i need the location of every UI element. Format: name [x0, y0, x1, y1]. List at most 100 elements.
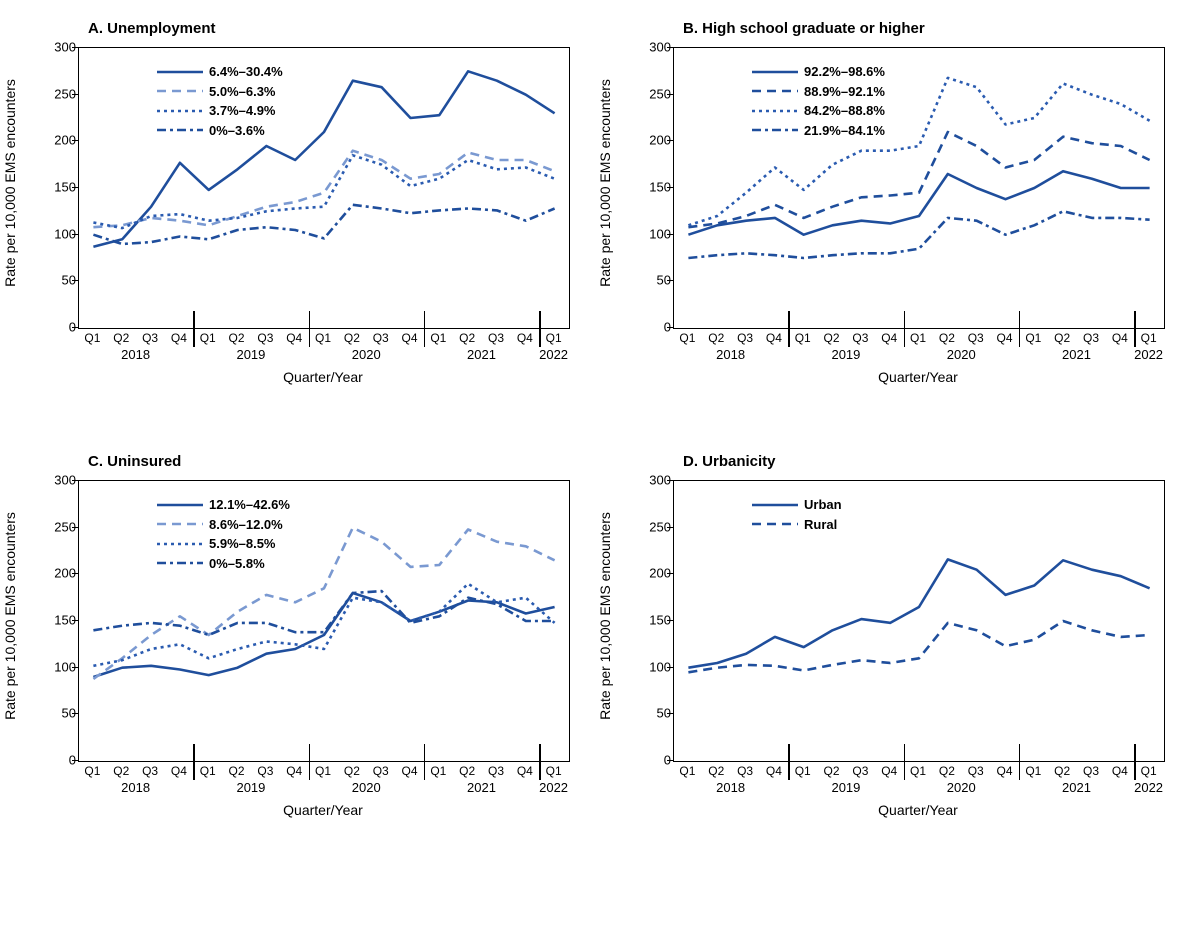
year-separator	[904, 311, 906, 347]
quarter-label: Q4	[280, 331, 309, 345]
plot-area: 12.1%–42.6%8.6%–12.0%5.9%–8.5%0%–5.8%	[78, 480, 570, 762]
ytick-mark	[667, 47, 673, 48]
ytick-mark	[667, 760, 673, 761]
quarter-row: Q1Q2Q3Q4Q1Q2Q3Q4Q1Q2Q3Q4Q1Q2Q3Q4Q1	[673, 331, 1163, 345]
ytick-label: 50	[28, 273, 76, 288]
year-label: 2022	[1134, 347, 1163, 362]
quarter-label: Q2	[932, 764, 961, 778]
quarter-label: Q1	[539, 764, 568, 778]
ytick-mark	[72, 327, 78, 328]
plot-area: 92.2%–98.6%88.9%–92.1%84.2%–88.8%21.9%–8…	[673, 47, 1165, 329]
quarter-label: Q2	[932, 331, 961, 345]
year-row: 20182019202020212022	[78, 347, 568, 365]
legend-label: 88.9%–92.1%	[804, 82, 885, 102]
panel-title: A. Unemployment	[88, 20, 585, 37]
series-svg	[79, 48, 569, 328]
ytick-label: 300	[623, 40, 671, 55]
ytick-label: 150	[623, 613, 671, 628]
year-row: 20182019202020212022	[78, 780, 568, 798]
year-separator	[193, 744, 195, 780]
legend-swatch	[752, 517, 798, 531]
quarter-label: Q1	[424, 331, 453, 345]
year-label: 2020	[947, 347, 976, 362]
quarter-label: Q3	[136, 764, 165, 778]
legend-swatch	[752, 498, 798, 512]
year-separator	[904, 744, 906, 780]
legend-item: 6.4%–30.4%	[157, 62, 283, 82]
quarter-label: Q1	[673, 331, 702, 345]
x-axis-title: Quarter/Year	[78, 802, 568, 818]
plot-area: 6.4%–30.4%5.0%–6.3%3.7%–4.9%0%–3.6%	[78, 47, 570, 329]
quarter-label: Q1	[193, 331, 222, 345]
legend-label: 0%–5.8%	[209, 554, 265, 574]
quarter-label: Q1	[309, 331, 338, 345]
y-axis-label: Rate per 10,000 EMS encounters	[2, 79, 18, 287]
ytick-mark	[72, 234, 78, 235]
year-label: 2021	[1062, 780, 1091, 795]
ytick-mark	[667, 140, 673, 141]
year-separator	[309, 311, 311, 347]
chart-grid: A. Unemployment 6.4%–30.4%5.0%–6.3%3.7%–4…	[20, 20, 1180, 846]
quarter-row: Q1Q2Q3Q4Q1Q2Q3Q4Q1Q2Q3Q4Q1Q2Q3Q4Q1	[78, 331, 568, 345]
quarter-label: Q3	[251, 764, 280, 778]
plot-wrap: 12.1%–42.6%8.6%–12.0%5.9%–8.5%0%–5.8%050…	[20, 476, 580, 846]
legend-item: 88.9%–92.1%	[752, 82, 885, 102]
plot-area: UrbanRural	[673, 480, 1165, 762]
x-axis-title: Quarter/Year	[673, 369, 1163, 385]
ytick-mark	[72, 140, 78, 141]
quarter-label: Q1	[904, 764, 933, 778]
legend-item: 21.9%–84.1%	[752, 121, 885, 141]
legend-swatch	[157, 65, 203, 79]
year-label: 2021	[1062, 347, 1091, 362]
plot-wrap: UrbanRural050100150200250300Rate per 10,…	[615, 476, 1175, 846]
quarter-label: Q3	[846, 331, 875, 345]
ytick-label: 100	[623, 226, 671, 241]
year-separator	[309, 744, 311, 780]
year-separator	[424, 311, 426, 347]
quarter-label: Q1	[1019, 764, 1048, 778]
legend-item: 3.7%–4.9%	[157, 101, 283, 121]
legend-swatch	[157, 556, 203, 570]
quarter-label: Q1	[424, 764, 453, 778]
chart-panel-B: B. High school graduate or higher92.2%–9…	[615, 20, 1180, 413]
ytick-label: 100	[623, 659, 671, 674]
panel-title: C. Uninsured	[88, 453, 585, 470]
quarter-label: Q3	[1077, 331, 1106, 345]
quarter-row: Q1Q2Q3Q4Q1Q2Q3Q4Q1Q2Q3Q4Q1Q2Q3Q4Q1	[78, 764, 568, 778]
quarter-label: Q2	[222, 331, 251, 345]
quarter-label: Q4	[164, 331, 193, 345]
chart-panel-C: C. Uninsured 12.1%–42.6%8.6%–12.0%5.9%–8.…	[20, 453, 585, 846]
quarter-label: Q3	[482, 331, 511, 345]
ytick-label: 300	[623, 473, 671, 488]
legend-swatch	[157, 537, 203, 551]
legend-item: Rural	[752, 515, 842, 535]
y-axis-label: Rate per 10,000 EMS encounters	[597, 79, 613, 287]
x-axis-title: Quarter/Year	[673, 802, 1163, 818]
ytick-mark	[72, 713, 78, 714]
ytick-mark	[72, 480, 78, 481]
quarter-label: Q2	[702, 331, 731, 345]
legend-swatch	[752, 123, 798, 137]
legend-swatch	[752, 65, 798, 79]
year-label: 2019	[236, 780, 265, 795]
ytick-mark	[72, 527, 78, 528]
legend: 12.1%–42.6%8.6%–12.0%5.9%–8.5%0%–5.8%	[157, 495, 290, 573]
year-label: 2022	[1134, 780, 1163, 795]
year-label: 2020	[352, 780, 381, 795]
legend-item: 84.2%–88.8%	[752, 101, 885, 121]
quarter-label: Q4	[759, 331, 788, 345]
ytick-label: 50	[623, 273, 671, 288]
x-axis-labels: Q1Q2Q3Q4Q1Q2Q3Q4Q1Q2Q3Q4Q1Q2Q3Q4Q1201820…	[78, 331, 568, 385]
quarter-label: Q4	[875, 764, 904, 778]
x-axis-title: Quarter/Year	[78, 369, 568, 385]
quarter-label: Q1	[193, 764, 222, 778]
year-separator	[1019, 744, 1021, 780]
legend-label: 92.2%–98.6%	[804, 62, 885, 82]
legend: 6.4%–30.4%5.0%–6.3%3.7%–4.9%0%–3.6%	[157, 62, 283, 140]
legend-item: Urban	[752, 495, 842, 515]
legend-item: 8.6%–12.0%	[157, 515, 290, 535]
x-axis-labels: Q1Q2Q3Q4Q1Q2Q3Q4Q1Q2Q3Q4Q1Q2Q3Q4Q1201820…	[78, 764, 568, 818]
quarter-label: Q3	[1077, 764, 1106, 778]
legend-item: 5.0%–6.3%	[157, 82, 283, 102]
legend-item: 5.9%–8.5%	[157, 534, 290, 554]
